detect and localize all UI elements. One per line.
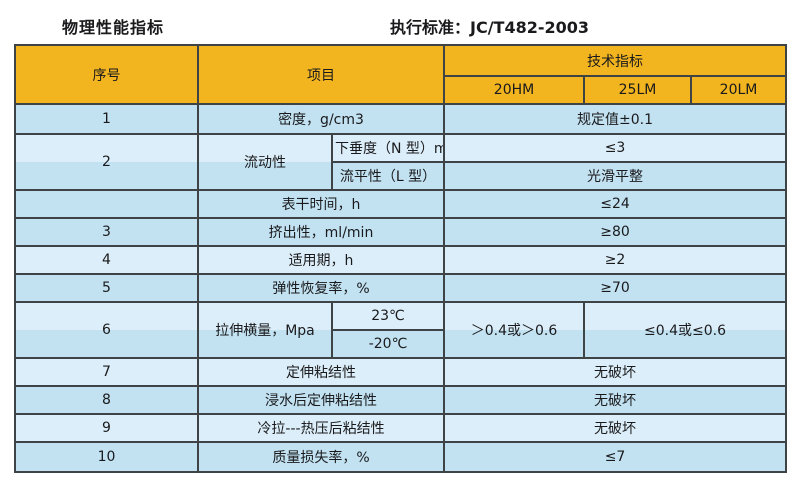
- table-header-row-2: 20HM 25LM 20LM: [15, 75, 788, 105]
- fluidity-sag-value: ≤3: [442, 133, 788, 163]
- water-immersion-adhesion-value: 无破坏: [442, 385, 788, 415]
- water-immersion-adhesion-item: 浸水后定伸粘结性: [197, 385, 445, 415]
- col-header-tech: 技术指标: [442, 44, 788, 77]
- page-title: 物理性能指标: [62, 18, 165, 37]
- tensile-modulus-temp-low: -20℃: [331, 329, 445, 359]
- spec-table: 序号 项目 技术指标 20HM 25LM 20LM 1 密度，g/cm3 规定值…: [14, 44, 788, 473]
- mass-loss-value: ≤7: [442, 441, 788, 473]
- density-item: 密度，g/cm3: [197, 103, 445, 135]
- cold-heat-adhesion-item: 冷拉---热压后粘结性: [197, 413, 445, 443]
- fluidity-leveling-value: 光滑平整: [442, 161, 788, 191]
- mass-loss-item: 质量损失率，%: [197, 441, 445, 473]
- cold-heat-adhesion-value: 无破坏: [442, 413, 788, 443]
- density-value: 规定值±0.1: [442, 103, 788, 135]
- density-no: 1: [14, 103, 199, 135]
- surface-dry-item: 表干时间，h: [197, 189, 445, 219]
- fluidity-sag-label: 下垂度（N 型）mm: [331, 133, 445, 163]
- table-row-mass-loss: 10 质量损失率，% ≤7: [14, 441, 788, 473]
- elastic-recovery-no: 5: [14, 273, 199, 303]
- pot-life-item: 适用期，h: [197, 245, 445, 275]
- grade-25lm: 25LM: [583, 75, 692, 105]
- extrudability-item: 挤出性，ml/min: [197, 217, 445, 247]
- tensile-modulus-temp-high: 23℃: [331, 301, 445, 331]
- pot-life-value: ≥2: [442, 245, 788, 275]
- col-header-item: 项目: [197, 44, 445, 105]
- extrudability-value: ≥80: [442, 217, 788, 247]
- tensile-modulus-value-25lm-20lm: ≤0.4或≤0.6: [582, 301, 788, 359]
- fluidity-item: 流动性: [197, 133, 333, 191]
- fluidity-no: 2: [14, 133, 199, 191]
- table-row-fluidity-sag: 2 流动性 下垂度（N 型）mm ≤3: [14, 133, 788, 191]
- elastic-recovery-item: 弹性恢复率，%: [197, 273, 445, 303]
- fixed-extension-adhesion-value: 无破坏: [442, 357, 788, 387]
- table-row-water-immersion-adhesion: 8 浸水后定伸粘结性 无破坏: [14, 385, 788, 415]
- table-row-elastic-recovery: 5 弹性恢复率，% ≥70: [14, 273, 788, 303]
- table-row-surface-dry: 表干时间，h ≤24: [14, 189, 788, 219]
- table-row-cold-heat-adhesion: 9 冷拉---热压后粘结性 无破坏: [14, 413, 788, 443]
- table-row-density: 1 密度，g/cm3 规定值±0.1: [14, 103, 788, 135]
- grade-20lm: 20LM: [689, 75, 788, 105]
- surface-dry-no: [14, 189, 199, 219]
- cold-heat-adhesion-no: 9: [14, 413, 199, 443]
- standard-label: 执行标准：JC/T482-2003: [390, 18, 590, 37]
- water-immersion-adhesion-no: 8: [14, 385, 199, 415]
- table-row-tensile-modulus-23c: 6 拉伸横量，Mpa 23℃ ＞0.4或＞0.6 ≤0.4或≤0.6: [14, 301, 788, 359]
- table-row-extrudability: 3 挤出性，ml/min ≥80: [14, 217, 788, 247]
- extrudability-no: 3: [14, 217, 199, 247]
- fixed-extension-adhesion-no: 7: [14, 357, 199, 387]
- pot-life-no: 4: [14, 245, 199, 275]
- tensile-modulus-item: 拉伸横量，Mpa: [197, 301, 333, 359]
- grade-20hm: 20HM: [443, 75, 585, 105]
- elastic-recovery-value: ≥70: [442, 273, 788, 303]
- title-bar: 物理性能指标 执行标准：JC/T482-2003: [0, 0, 800, 44]
- surface-dry-value: ≤24: [442, 189, 788, 219]
- table-row-fixed-extension-adhesion: 7 定伸粘结性 无破坏: [14, 357, 788, 387]
- fluidity-leveling-label: 流平性（L 型）: [331, 161, 445, 191]
- col-header-no: 序号: [14, 44, 199, 105]
- table-row-fluidity-leveling: 流平性（L 型） 光滑平整: [15, 161, 788, 191]
- table-row-tensile-modulus-minus20c: -20℃: [15, 329, 786, 359]
- table-row-pot-life: 4 适用期，h ≥2: [14, 245, 788, 275]
- table-header-row-1: 序号 项目 技术指标: [14, 44, 788, 105]
- tensile-modulus-no: 6: [14, 301, 199, 359]
- tensile-modulus-value-20hm: ＞0.4或＞0.6: [443, 301, 585, 359]
- mass-loss-no: 10: [14, 441, 199, 473]
- fixed-extension-adhesion-item: 定伸粘结性: [197, 357, 445, 387]
